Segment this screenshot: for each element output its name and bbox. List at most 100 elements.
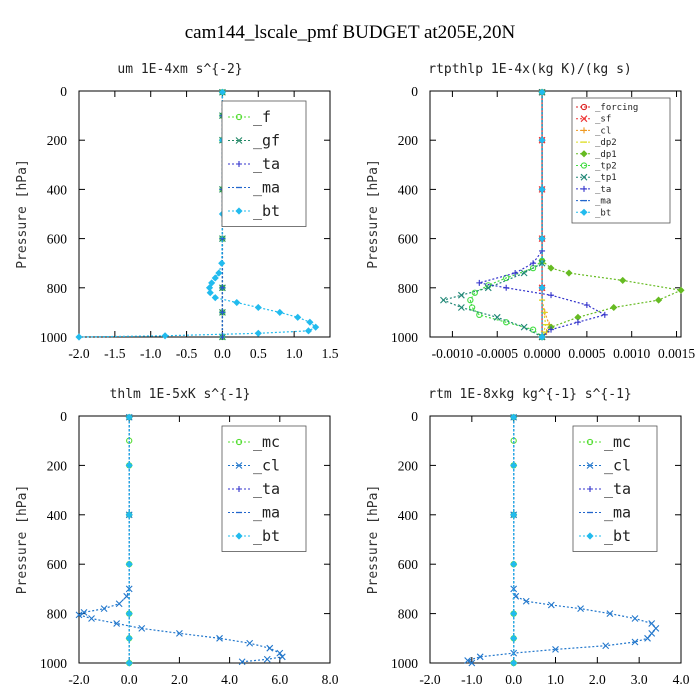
panel-title: um 1E-4xm s^{-2} [117,62,242,77]
data-point [538,88,546,96]
data-point [538,185,546,193]
legend-marker [586,462,594,469]
y-tick-label: 400 [47,182,68,197]
chart-panel: rtpthlp 1E-4x(kg K)/(kg s) Pressure [hPa]… [366,62,695,361]
data-point [125,461,133,469]
series-dp2 [539,91,549,338]
x-tick-label: 0.0 [214,346,231,361]
y-axis-label: Pressure [hPa] [366,485,381,595]
x-tick-label: -0.0010 [432,346,474,361]
y-tick-label: 400 [398,508,419,523]
data-point [476,311,483,319]
legend: _forcing _sf_cl _dp2 _dp1 _tp2_tp1 _ta _ma_bt [571,97,671,224]
data-point [457,291,465,299]
data-point [512,270,519,277]
y-tick-label: 600 [47,557,68,572]
data-point [577,605,584,613]
data-point [266,644,274,652]
data-point [263,655,271,663]
y-tick-label: 1000 [391,656,418,671]
data-point [606,610,614,617]
legend-entry: _ma [604,504,631,522]
data-point [503,274,510,282]
legend-marker [235,137,243,144]
data-point [218,259,226,267]
y-tick-label: 800 [398,607,419,622]
data-point [538,136,546,144]
plot-frame [429,90,682,338]
y-tick-label: 600 [398,232,419,247]
data-point [216,634,223,642]
series-line [441,92,543,338]
data-point [601,311,608,318]
data-point [655,296,663,304]
legend-entry: _forcing [595,103,638,113]
data-point [161,332,169,340]
legend-marker [236,161,242,167]
legend-entry: _ma [253,179,280,197]
chart-panel: thlm 1E-5xK s^{-1} Pressure [hPa] -2.0 0.0 2… [15,387,339,687]
x-tick-label: 1.0 [286,346,303,361]
figure-title: cam144_lscale_pmf BUDGET at205E,20N [185,22,516,43]
data-point [510,413,518,421]
data-point [304,327,313,335]
data-point [276,308,284,316]
data-point [547,264,555,272]
series-bt [538,88,546,341]
legend-entry: _bt [253,202,280,220]
legend-entry: _sf [595,115,611,125]
data-point [208,279,216,287]
series-line [469,92,543,338]
legend-entry: _ta [253,480,280,498]
x-tick-label: 8.0 [322,672,339,687]
x-tick-label: -2.0 [68,346,90,361]
y-tick-label: 800 [47,607,68,622]
plot-frame [78,415,331,664]
data-point [538,284,546,292]
data-point [254,329,262,337]
data-point [520,323,528,331]
y-axis-label: Pressure [hPa] [15,159,30,269]
legend-entry: _ta [604,480,631,498]
data-point [510,511,518,519]
data-point [602,642,610,650]
data-point [484,284,492,292]
y-tick-label: 1000 [40,656,67,671]
data-point [503,284,510,291]
data-point [510,461,518,469]
legend-marker [581,127,587,134]
y-axis-label: Pressure [hPa] [15,485,30,595]
x-tick-label: -2.0 [419,672,441,687]
data-point [552,646,559,653]
data-point [538,259,546,267]
legend-marker [586,532,594,540]
y-tick-label: 200 [398,133,419,148]
x-tick-label: -0.0005 [476,346,518,361]
data-point [125,659,133,667]
data-point [125,610,133,618]
x-tick-label: -1.0 [140,346,162,361]
x-tick-label: 1.5 [322,346,339,361]
legend-entry: _bt [595,208,611,218]
data-point [510,649,518,657]
legend-entry: _mc [604,433,631,451]
series-bt [510,413,518,667]
legend-marker [580,208,588,216]
legend-entry: _cl [595,126,611,136]
data-point [530,260,537,267]
legend-marker [586,438,594,446]
data-point [476,279,483,286]
data-point [75,611,83,619]
data-point [520,269,528,277]
y-tick-label: 0 [411,409,418,424]
legend-entry: _ta [253,155,280,173]
x-tick-label: 0.5 [250,346,267,361]
data-point [631,638,639,646]
legend-entry: _ma [595,197,611,207]
data-point [538,333,546,341]
legend: _mc _cl _ta _ma _bt [221,425,307,552]
data-point [644,634,651,642]
x-tick-label: 4.0 [221,672,238,687]
data-point [538,235,546,243]
data-point [206,289,214,297]
